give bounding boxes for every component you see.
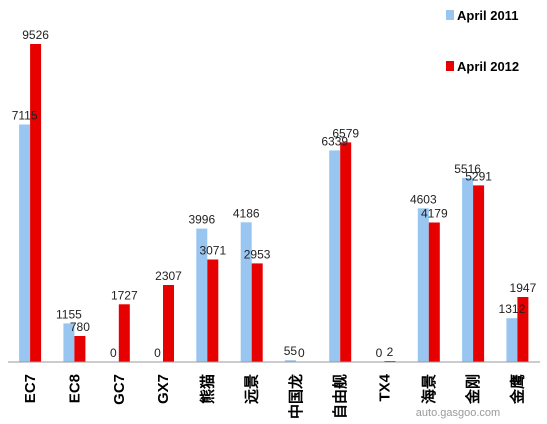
bar-2012-2 <box>118 304 130 362</box>
value-label-2011-8: 0 <box>376 346 383 360</box>
category-label-11: 金鹰 <box>508 374 526 405</box>
legend-swatch-1 <box>446 61 454 71</box>
bar-2011-4 <box>196 228 208 362</box>
value-label-2011-4: 3996 <box>188 213 215 227</box>
value-label-2011-10: 5516 <box>454 162 481 176</box>
value-label-2012-0: 9526 <box>22 28 49 42</box>
bar-2011-11 <box>506 318 518 362</box>
value-label-2011-3: 0 <box>154 346 161 360</box>
category-label-2: GC7 <box>111 374 128 405</box>
category-labels-group: EC7 EC8 GC7 GX7 熊猫 远景 中国龙 自由舰 TX4 海景 金刚 金鹰 <box>22 373 526 419</box>
legend: April 2011 April 2012 <box>446 8 519 74</box>
category-label-6: 中国龙 <box>287 374 305 419</box>
category-label-1: EC8 <box>66 374 83 403</box>
value-label-2011-1: 1155 <box>56 307 82 321</box>
category-label-7: 自由舰 <box>331 374 349 419</box>
bar-2012-5 <box>251 263 263 362</box>
legend-swatch-0 <box>446 10 454 20</box>
value-label-2011-11: 1312 <box>499 302 526 316</box>
value-label-2011-9: 4603 <box>410 192 437 206</box>
bar-2011-0 <box>19 124 31 362</box>
value-label-2012-11: 1947 <box>510 281 537 295</box>
bar-2011-1 <box>63 323 75 362</box>
bar-2012-1 <box>74 336 86 362</box>
bar-2011-6 <box>284 360 296 362</box>
bar-2012-10 <box>473 185 485 362</box>
bar-2012-11 <box>517 297 529 362</box>
value-label-2012-10: 5291 <box>465 169 492 183</box>
bar-2012-4 <box>207 259 219 362</box>
watermark-text: auto.gasgoo.com <box>416 407 500 419</box>
value-label-2012-8: 2 <box>387 345 394 359</box>
bar-2012-3 <box>163 285 174 362</box>
value-label-2011-7: 6339 <box>321 134 348 148</box>
value-label-2012-4: 3071 <box>199 244 226 258</box>
bar-2011-7 <box>329 150 341 362</box>
bar-2012-0 <box>30 44 42 362</box>
value-label-2012-6: 0 <box>298 346 305 360</box>
value-label-2012-9: 4179 <box>421 207 448 221</box>
value-label-2011-0: 7115 <box>12 109 38 123</box>
category-label-10: 金刚 <box>464 374 482 405</box>
category-label-4: 熊猫 <box>198 374 216 404</box>
value-label-2011-2: 0 <box>110 346 117 360</box>
value-label-2011-5: 4186 <box>233 206 260 220</box>
bars-group <box>19 44 529 362</box>
category-label-0: EC7 <box>22 374 39 403</box>
bar-2011-9 <box>417 208 429 362</box>
bar-2011-10 <box>462 177 474 362</box>
value-label-2012-5: 2953 <box>244 247 271 261</box>
legend-label-0: April 2011 <box>457 8 518 23</box>
bar-2011-5 <box>240 222 252 362</box>
value-label-2011-6: 55 <box>284 344 298 358</box>
value-label-2012-2: 1727 <box>111 288 138 302</box>
category-label-8: TX4 <box>377 373 394 401</box>
value-label-2012-1: 780 <box>70 320 90 334</box>
category-label-3: GX7 <box>155 374 172 404</box>
bar-2012-9 <box>428 222 440 362</box>
bar-2012-7 <box>340 142 352 362</box>
category-label-9: 海景 <box>420 374 438 404</box>
value-label-2012-7: 6579 <box>332 126 359 140</box>
category-label-5: 远景 <box>243 374 261 404</box>
legend-label-1: April 2012 <box>457 59 519 74</box>
value-label-2012-3: 2307 <box>155 269 182 283</box>
